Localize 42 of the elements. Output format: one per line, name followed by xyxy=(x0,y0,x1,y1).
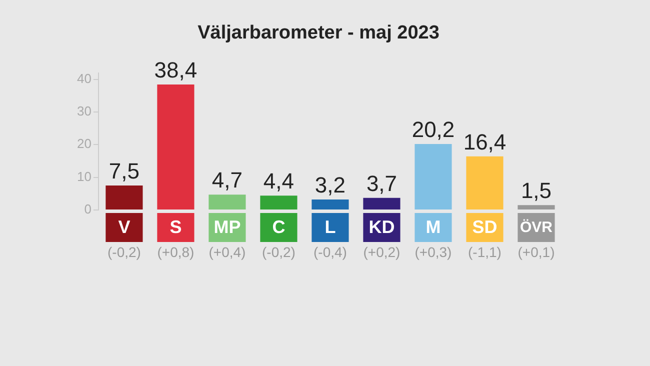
data-label: 4,7 xyxy=(212,168,243,193)
y-tick-label: 10 xyxy=(76,168,92,184)
bar xyxy=(414,144,452,210)
bar xyxy=(363,198,400,210)
data-label: 38,4 xyxy=(154,58,198,83)
text: (+0,8) xyxy=(157,244,194,260)
text: (-0,4) xyxy=(314,244,347,260)
text: (+0,2) xyxy=(363,244,400,260)
y-tick-label: 0 xyxy=(84,202,92,217)
bar xyxy=(466,156,504,210)
text: (-0,2) xyxy=(107,244,141,260)
data-label: 3,2 xyxy=(314,172,346,198)
x-tick-label: SD xyxy=(472,216,498,237)
x-tick-label: L xyxy=(324,216,336,237)
x-tick-label: M xyxy=(426,216,441,237)
x-tick-label: S xyxy=(170,216,182,237)
bar xyxy=(157,84,194,210)
x-tick-label: C xyxy=(272,216,286,237)
data-label: 7,5 xyxy=(108,158,140,184)
text: (+0,1) xyxy=(518,244,555,260)
data-label: 16,4 xyxy=(463,129,506,154)
data-label: 4,4 xyxy=(263,168,294,194)
data-label: 3,7 xyxy=(366,170,398,196)
y-tick-label: 40 xyxy=(76,70,92,86)
bar xyxy=(312,200,349,210)
text: (-0,2) xyxy=(262,244,296,260)
chart-title: Väljarbarometer - maj 2023 xyxy=(198,22,440,44)
bar xyxy=(208,194,246,210)
text: (+0,4) xyxy=(208,244,246,260)
text: (-1,1) xyxy=(468,244,502,260)
bar xyxy=(518,205,555,210)
x-tick-label: V xyxy=(118,216,130,237)
bar xyxy=(260,196,298,210)
x-tick-label: MP xyxy=(214,216,241,237)
x-tick-label: ÖVR xyxy=(520,219,553,236)
y-tick-label: 30 xyxy=(76,104,92,119)
data-label: 20,2 xyxy=(412,117,455,142)
y-tick-label: 20 xyxy=(76,136,92,152)
data-label: 1,5 xyxy=(520,178,552,204)
x-tick-label: KD xyxy=(368,216,395,237)
bar xyxy=(106,186,143,210)
text: (+0,3) xyxy=(414,244,452,260)
